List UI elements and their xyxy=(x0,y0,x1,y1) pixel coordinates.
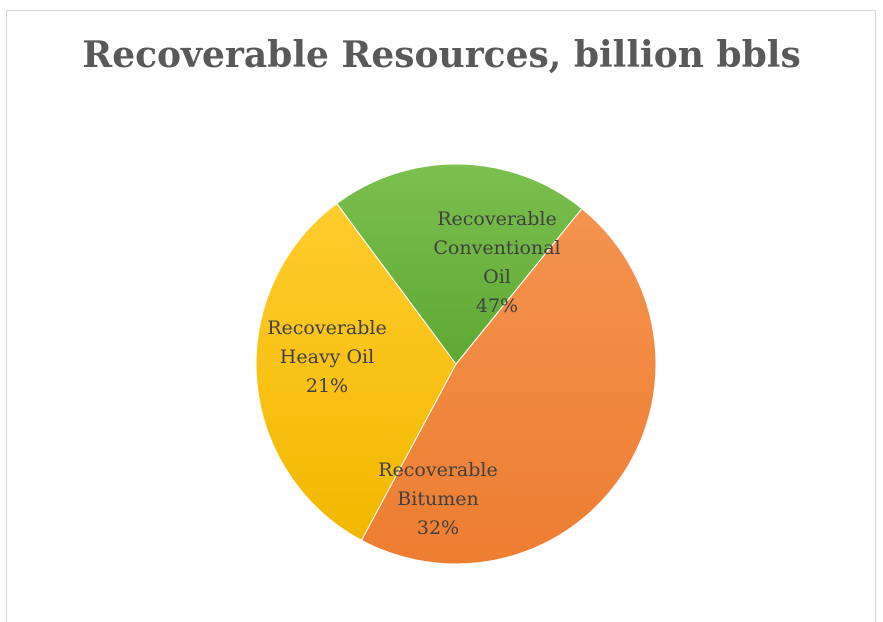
data-label-line: Recoverable xyxy=(267,317,387,339)
data-label-percent: 21% xyxy=(306,375,348,397)
data-label-1: Recoverable Bitumen 32% xyxy=(378,459,498,539)
data-label-line: Recoverable xyxy=(437,208,557,230)
chart-title: Recoverable Resources, billion bbls xyxy=(82,34,801,76)
pie-data-labels: Recoverable Conventional Oil 47%Recoverable… xyxy=(267,208,560,539)
data-label-line: Conventional xyxy=(433,237,560,259)
pie-slice-2 xyxy=(336,163,583,365)
data-label-2: Recoverable Heavy Oil 21% xyxy=(267,317,387,397)
pie-slice-0 xyxy=(360,207,657,565)
pie-slices xyxy=(255,163,657,565)
data-label-0: Recoverable Conventional Oil 47% xyxy=(433,208,560,317)
data-label-percent: 32% xyxy=(417,517,459,539)
pie-slice-1 xyxy=(255,202,457,541)
data-label-line: Bitumen xyxy=(397,488,478,510)
data-label-line: Oil xyxy=(483,266,511,288)
data-label-line: Recoverable xyxy=(378,459,498,481)
data-label-line: Heavy Oil xyxy=(280,346,374,368)
data-label-percent: 47% xyxy=(476,295,518,317)
